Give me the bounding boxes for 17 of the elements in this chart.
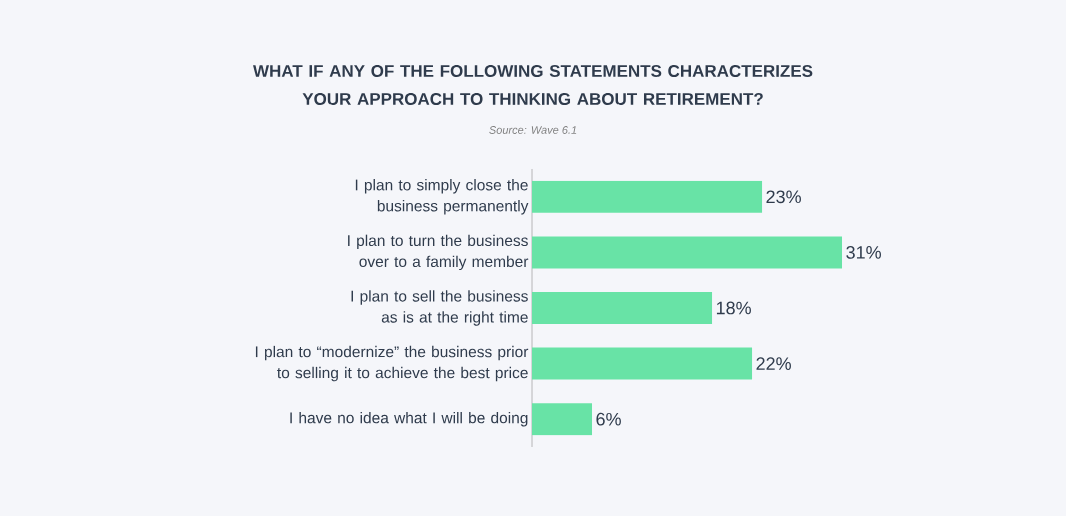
bar (532, 180, 763, 213)
chart-title: WHAT IF ANY OF THE FOLLOWING STATEMENTS CHARACTERIZES YOUR APPROACH TO THINKING ABOUT RETIREMENT? (253, 64, 813, 106)
data-label: 23% (766, 190, 801, 204)
y-tick-label: I plan to turn the business over to a family member (348, 234, 529, 271)
y-tick-label: I plan to “modernize” the business prior to selling it to achieve the best price (255, 345, 529, 382)
y-tick-label: I plan to sell the business as is at the right time (351, 290, 528, 326)
data-label: 22% (756, 357, 791, 370)
bar (532, 236, 843, 269)
bar (532, 403, 593, 436)
source-note: Source: Wave 6.1 (489, 126, 577, 134)
data-label: 18% (716, 301, 751, 315)
y-tick-label: I have no idea what I will be doing (290, 411, 528, 427)
y-tick-label: I plan to simply close the business permanently (355, 179, 529, 215)
bar (532, 347, 753, 380)
bar (532, 291, 713, 324)
data-label: 31% (846, 246, 881, 259)
data-label: 6% (596, 412, 621, 426)
